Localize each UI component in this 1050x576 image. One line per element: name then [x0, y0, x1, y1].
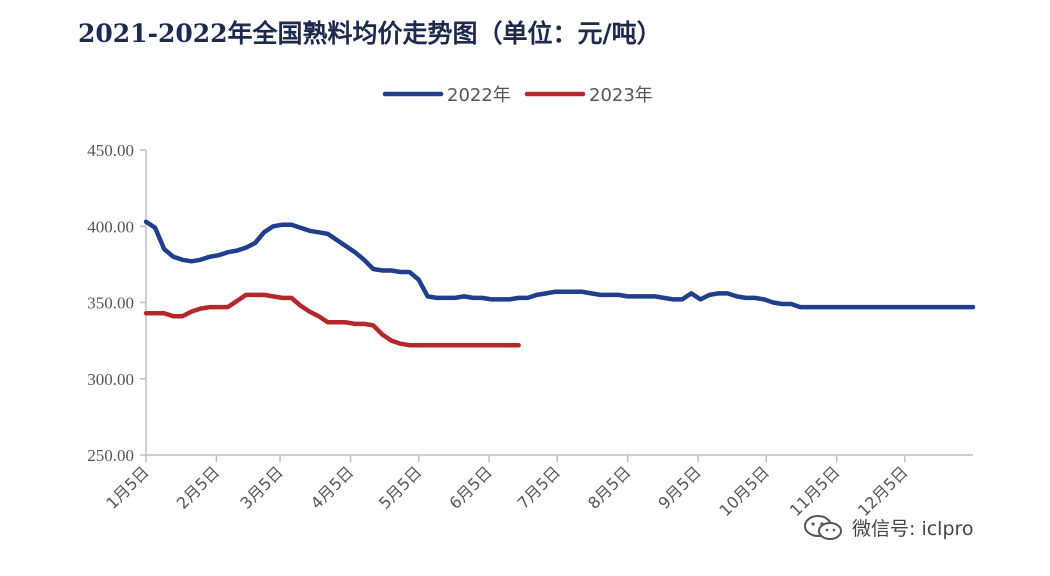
chart-title: 2021-2022年全国熟料均价走势图（单位：元/吨）	[78, 19, 662, 48]
x-tick-label: 6月5日	[445, 462, 495, 512]
x-tick-label: 7月5日	[514, 462, 564, 512]
legend: 2022年 2023年	[382, 85, 653, 106]
x-tick-label: 5月5日	[375, 462, 425, 512]
watermark: 微信号: iclpro	[800, 512, 974, 542]
legend-label-2: 2023年	[589, 85, 653, 106]
series-line-1	[143, 219, 976, 310]
series-line-2	[143, 292, 521, 348]
series-lines	[143, 219, 976, 348]
x-tick-label: 10月5日	[715, 462, 773, 520]
wechat-icon	[804, 515, 842, 540]
x-tick-label: 3月5日	[236, 462, 286, 512]
x-tick-label: 4月5日	[307, 462, 357, 512]
y-tick-label: 400.00	[87, 217, 134, 236]
watermark-text: 微信号: iclpro	[852, 517, 974, 540]
legend-label-1: 2022年	[447, 85, 511, 106]
x-tick-label: 2月5日	[173, 462, 223, 512]
axes	[145, 150, 973, 456]
x-tick-label: 8月5日	[584, 462, 634, 512]
y-axis-ticks: 250.00 300.00 350.00 400.00 450.00	[87, 141, 146, 465]
y-tick-label: 450.00	[87, 141, 134, 160]
x-tick-label: 1月5日	[102, 462, 152, 512]
y-tick-label: 250.00	[87, 446, 134, 465]
x-tick-label: 9月5日	[654, 462, 704, 512]
y-tick-label: 350.00	[87, 294, 134, 313]
y-tick-label: 300.00	[87, 370, 134, 389]
x-axis-ticks: 1月5日 2月5日 3月5日 4月5日 5月5日 6月5日 7月5日 8月5日 9月5日 10月5…	[102, 455, 912, 520]
